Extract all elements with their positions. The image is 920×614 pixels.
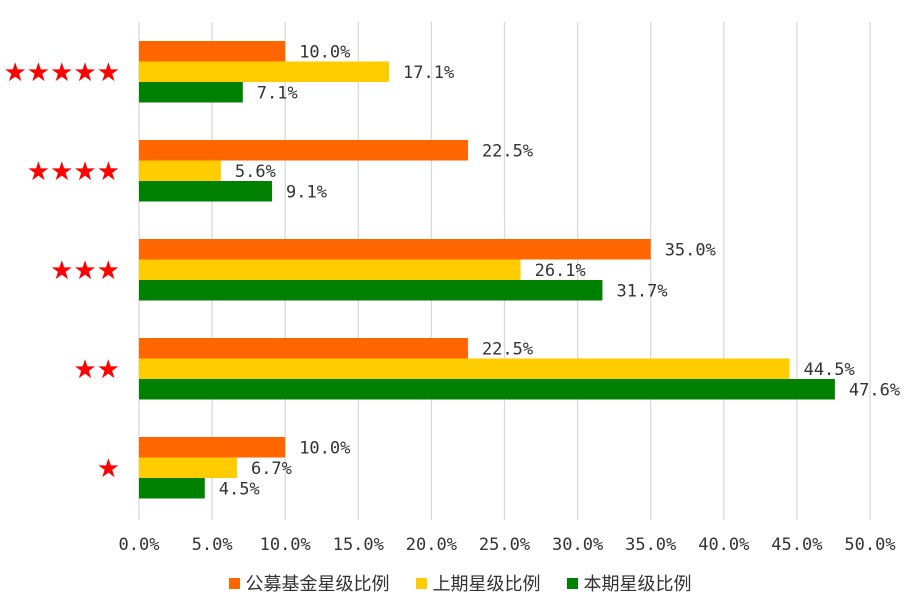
data-label: 10.0% [299, 42, 350, 62]
category-label: ★★★★ [27, 157, 120, 187]
data-label: 6.7% [251, 459, 292, 479]
x-tick-label: 20.0% [406, 535, 457, 555]
data-label: 22.5% [482, 141, 533, 161]
category-labels: ★★★★★★★★★★★★★★★ [3, 58, 120, 484]
x-tick-label: 0.0% [119, 535, 160, 555]
data-label: 35.0% [665, 240, 716, 260]
legend-swatch-1 [415, 577, 427, 589]
legend-item-1: 上期星级比例 [415, 570, 541, 596]
x-tick-label: 30.0% [552, 535, 603, 555]
category-label: ★★★★★ [3, 58, 120, 88]
category-label: ★ [97, 454, 120, 484]
category-label: ★★★ [50, 256, 120, 286]
bar [139, 61, 390, 82]
legend-label-0: 公募基金星级比例 [245, 574, 390, 595]
data-label: 4.5% [219, 479, 260, 499]
x-tick-label: 35.0% [625, 535, 676, 555]
data-label: 9.1% [286, 182, 327, 202]
data-label: 7.1% [257, 83, 298, 103]
x-tick-label: 5.0% [192, 535, 233, 555]
data-label: 10.0% [299, 438, 350, 458]
bar [139, 379, 835, 400]
legend-swatch-2 [566, 577, 578, 589]
bar [139, 280, 603, 301]
bar [139, 239, 651, 260]
legend-item-0: 公募基金星级比例 [228, 570, 390, 596]
data-label: 47.6% [849, 380, 900, 400]
legend: 公募基金星级比例 上期星级比例 本期星级比例 [0, 570, 920, 596]
bar [139, 259, 521, 280]
bar [139, 437, 286, 458]
legend-swatch-0 [228, 577, 240, 589]
x-tick-label: 10.0% [260, 535, 311, 555]
x-tick-label: 45.0% [771, 535, 822, 555]
bar [139, 181, 273, 202]
bar [139, 338, 468, 359]
data-labels: 10.0% 17.1% 7.1% 22.5% 5.6% 9.1% 35.0% 26.1% 31.… [219, 42, 900, 499]
bar [139, 160, 221, 181]
x-tick-label: 50.0% [844, 535, 895, 555]
legend-label-1: 上期星级比例 [432, 574, 541, 595]
data-label: 17.1% [403, 63, 454, 83]
x-tick-label: 40.0% [698, 535, 749, 555]
bar [139, 41, 286, 62]
data-label: 44.5% [804, 360, 855, 380]
bar [139, 478, 205, 499]
data-label: 26.1% [535, 261, 586, 281]
data-label: 22.5% [482, 339, 533, 359]
bar [139, 82, 243, 103]
bar [139, 457, 237, 478]
legend-label-2: 本期星级比例 [583, 574, 692, 595]
data-label: 5.6% [235, 162, 276, 182]
data-label: 31.7% [616, 281, 667, 301]
x-tick-label: 25.0% [479, 535, 530, 555]
bar [139, 358, 790, 379]
legend-item-2: 本期星级比例 [566, 570, 692, 596]
bar [139, 140, 468, 161]
x-tick-label: 15.0% [333, 535, 384, 555]
category-label: ★★ [73, 355, 120, 385]
bars [139, 41, 835, 499]
x-axis-ticks: 0.0% 5.0% 10.0% 15.0% 20.0% 25.0% 30.0% 35.0% 40… [119, 535, 896, 555]
